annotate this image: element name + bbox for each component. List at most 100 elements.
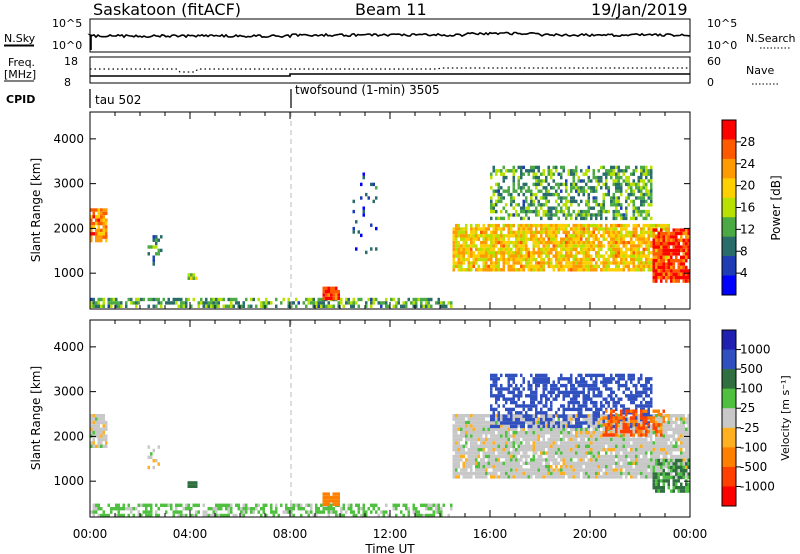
power-cell [492, 189, 495, 193]
velocity-cell [472, 420, 475, 425]
power-cell [312, 301, 315, 305]
power-cell [570, 182, 573, 187]
velocity-cell [532, 471, 535, 476]
velocity-cell [147, 455, 150, 459]
velocity-cell [427, 507, 430, 511]
velocity-cell [602, 441, 605, 445]
power-cell [517, 237, 520, 241]
power-cell [557, 209, 560, 214]
velocity-cell [92, 414, 95, 418]
velocity-cell [515, 465, 518, 469]
power-cell [530, 230, 533, 235]
velocity-cell [485, 420, 488, 425]
power-cell [685, 272, 688, 276]
velocity-cell [252, 507, 255, 511]
power-cell [560, 209, 563, 214]
velocity-cell [587, 475, 590, 479]
velocity-cell [645, 465, 648, 469]
velocity-cell [590, 420, 593, 425]
velocity-cell [662, 465, 665, 469]
velocity-cell [492, 414, 495, 418]
velocity-cell [497, 465, 500, 469]
power-cell [547, 251, 550, 255]
velocity-cell [490, 414, 493, 418]
power-cell [562, 268, 565, 272]
velocity-cell [635, 437, 638, 442]
power-cell [490, 251, 493, 255]
power-cell [260, 301, 263, 305]
velocity-cell [517, 458, 520, 462]
power-cell [572, 209, 575, 214]
velocity-cell [597, 471, 600, 476]
power-cell [637, 196, 640, 200]
velocity-cell [635, 383, 638, 388]
velocity-cell [487, 471, 490, 476]
velocity-cell [517, 475, 520, 479]
velocity-cell [655, 444, 658, 448]
velocity-cell [582, 390, 585, 395]
velocity-cell [652, 454, 655, 459]
power-cell [565, 186, 568, 190]
velocity-cell [475, 414, 478, 418]
velocity-cell [210, 507, 213, 511]
velocity-cell [517, 444, 520, 448]
velocity-cell [685, 417, 688, 421]
power-cell [92, 297, 95, 302]
velocity-cell [550, 437, 553, 442]
power-cell [585, 244, 588, 248]
power-cell [497, 196, 500, 200]
velocity-cell [92, 513, 95, 518]
power-cell [552, 247, 555, 252]
velocity-cell [682, 437, 685, 442]
power-cell [562, 203, 565, 207]
velocity-cell [482, 475, 485, 479]
velocity-cell [612, 444, 615, 448]
power-cell [90, 208, 93, 212]
power-cell [555, 213, 558, 217]
velocity-cell [687, 444, 690, 448]
power-cell [635, 268, 638, 272]
power-cell [222, 297, 225, 302]
power-cell [332, 290, 335, 294]
velocity-cell [532, 437, 535, 442]
power-cell [500, 254, 503, 258]
power-cell [650, 216, 653, 221]
power-cell [320, 304, 323, 308]
velocity-cell [585, 394, 588, 398]
velocity-cell [92, 441, 95, 445]
velocity-cell [532, 431, 535, 435]
power-cell [510, 251, 513, 255]
power-cell [512, 264, 515, 269]
velocity-cell [675, 448, 678, 452]
velocity-cell [472, 434, 475, 438]
velocity-cell [562, 377, 565, 381]
velocity-cell [472, 427, 475, 431]
velocity-cell [575, 451, 578, 455]
velocity-cell [610, 390, 613, 395]
power-cell [157, 297, 160, 302]
velocity-cell [237, 507, 240, 511]
velocity-cell [467, 448, 470, 452]
velocity-cell [637, 404, 640, 408]
velocity-cell [495, 400, 498, 405]
velocity-cell [117, 513, 120, 518]
velocity-cell [610, 412, 613, 417]
velocity-cell [500, 461, 503, 465]
power-cell [630, 251, 633, 255]
power-cell [682, 272, 685, 276]
velocity-cell [485, 451, 488, 455]
velocity-cell [565, 377, 568, 381]
velocity-cell [192, 503, 195, 507]
velocity-cell [507, 411, 510, 415]
power-cell [105, 232, 108, 236]
velocity-cell [480, 431, 483, 435]
velocity-cell [637, 390, 640, 395]
power-cell [560, 254, 563, 258]
power-cell [157, 252, 160, 256]
velocity-cell [97, 414, 100, 418]
velocity-cell [662, 441, 665, 445]
power-cell [632, 251, 635, 255]
velocity-cell [477, 427, 480, 431]
power-cell [595, 251, 598, 255]
velocity-cell [647, 394, 650, 398]
